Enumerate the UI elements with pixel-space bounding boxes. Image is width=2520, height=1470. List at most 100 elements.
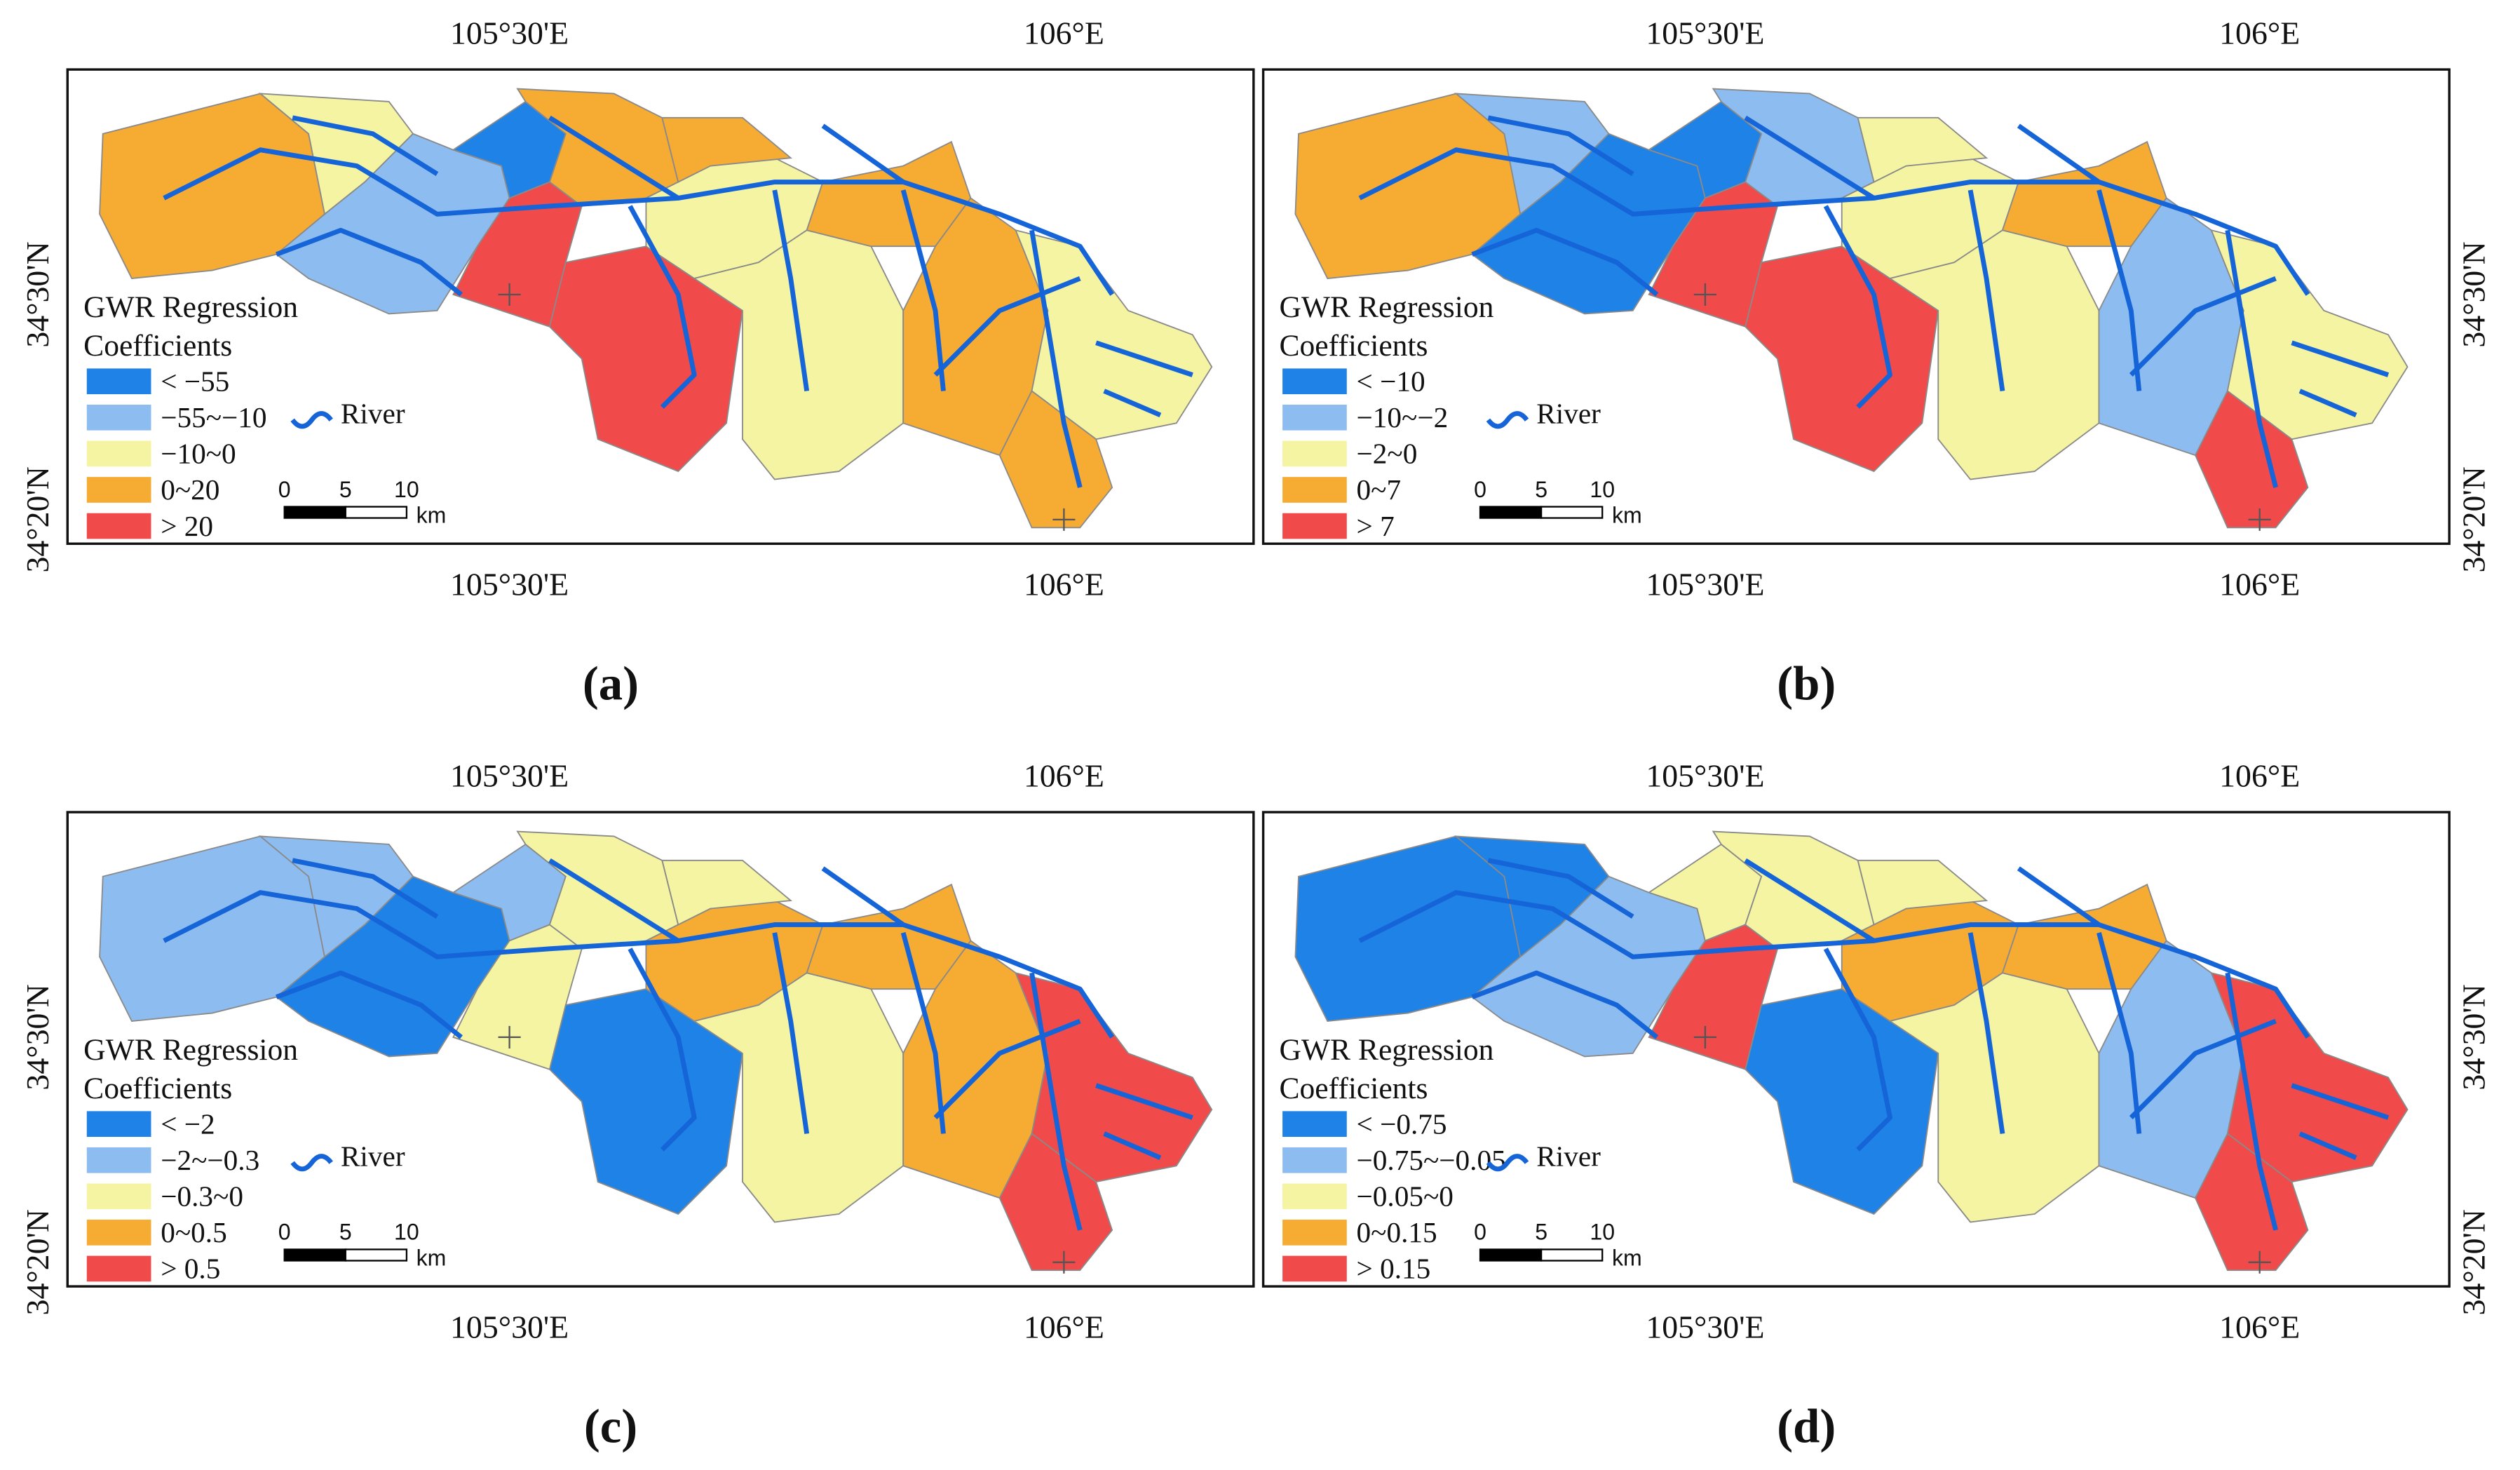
river-legend-icon [290,411,333,429]
legend-label: −2~0 [1357,438,1418,470]
river [2096,189,2142,391]
legend-swatch [1282,1147,1347,1173]
graticule-cross [1052,508,1076,531]
legend-swatch [86,404,151,431]
legend-label: < −0.75 [1357,1107,1447,1140]
graticule-cross [1693,1025,1716,1048]
scale-unit: km [1612,502,1642,527]
river [933,276,1081,377]
river [2298,1131,2357,1160]
latitude-label: 34°30'N [20,241,55,347]
river-legend-label: River [341,1140,405,1172]
river [821,866,905,927]
scale-bar [344,1248,408,1262]
legend-label: −2~−0.3 [161,1144,259,1176]
river [628,205,697,409]
legend-swatch [1282,513,1347,539]
scale-tick-label: 0 [278,1220,291,1245]
panel-label: (a) [583,657,639,710]
legend-label: −10~0 [161,438,236,470]
longitude-label: 105°30'E [450,1309,569,1345]
longitude-label: 105°30'E [1646,757,1764,793]
river-legend-label: River [1536,397,1601,429]
river [292,115,439,176]
river [1103,389,1162,418]
river-legend-icon [290,1154,333,1172]
river [1744,858,1876,943]
river [2129,1018,2277,1119]
panel-label: (c) [584,1400,637,1453]
river [2129,276,2277,377]
longitude-label: 106°E [2219,15,2300,50]
legend-label: < −2 [161,1107,215,1140]
legend-label: < −10 [1357,365,1425,397]
legend-label: 0~7 [1357,473,1402,506]
legend-label: −0.05~0 [1357,1180,1454,1213]
legend-swatch [1282,1111,1347,1138]
legend-swatch [86,477,151,503]
longitude-label: 105°30'E [450,15,569,50]
scale-bar [1540,506,1604,519]
legend-label: −0.75~−0.05 [1357,1144,1506,1176]
river [1029,972,1083,1231]
river [276,227,463,297]
legend-swatch [86,1255,151,1282]
river [548,115,680,201]
sub-basin [1857,116,1989,183]
river [1471,970,1659,1039]
river [2017,123,2101,184]
legend-swatch [1282,1255,1347,1282]
scale-bar [1479,506,1543,519]
scale-tick-label: 0 [278,477,291,502]
scale-bar [1479,1248,1543,1262]
panel-label: (d) [1777,1400,1836,1453]
longitude-label: 106°E [1024,1309,1104,1345]
legend-title: GWR Regression [83,1033,298,1067]
river [1471,227,1659,297]
scale-tick-label: 5 [339,1220,352,1245]
river [1967,189,2005,391]
latitude-label: 34°20'N [20,1209,55,1315]
river [2017,866,2101,927]
latitude-label: 34°30'N [2456,241,2492,347]
river [821,123,905,184]
legend-title: GWR Regression [1280,290,1494,324]
river [2291,340,2390,377]
river-legend-label: River [1536,1140,1601,1172]
longitude-label: 105°30'E [1646,567,1764,602]
legend-title: GWR Regression [1280,1033,1494,1067]
scale-tick-label: 10 [1590,1220,1615,1245]
scale-tick-label: 10 [394,477,419,502]
legend-label: 0~0.5 [161,1216,227,1248]
legend-swatch [86,368,151,395]
sub-basin [2194,1133,2309,1272]
sub-basin [661,859,792,926]
river [2298,389,2357,418]
scale-bar [283,506,346,519]
river [2096,932,2142,1134]
river [772,932,810,1134]
legend-swatch [86,513,151,539]
river [933,1018,1081,1119]
map-panel: 105°30'E 105°30'E 106°E 106°E 34°30'N 34°20'N… [20,757,1255,1345]
graticule-cross [1693,283,1716,306]
legend-label: > 0.15 [1357,1253,1431,1285]
river [772,189,810,391]
longitude-label: 105°30'E [450,757,569,793]
map-panel: 105°30'E 105°30'E 106°E 106°E 34°30'N 34°20'N… [1261,757,2492,1345]
sub-basin [661,116,792,183]
graticule-cross [2248,508,2271,531]
legend-swatch [1282,440,1347,467]
legend-label: 0~0.15 [1357,1216,1437,1248]
scale-bar [283,1248,346,1262]
river [1487,858,1634,919]
longitude-label: 106°E [2219,757,2300,793]
river [900,189,946,391]
river [1967,932,2005,1134]
panel-label: (b) [1777,657,1836,710]
sub-basin [1857,859,1989,926]
river [1095,340,1193,377]
river [2225,229,2278,488]
